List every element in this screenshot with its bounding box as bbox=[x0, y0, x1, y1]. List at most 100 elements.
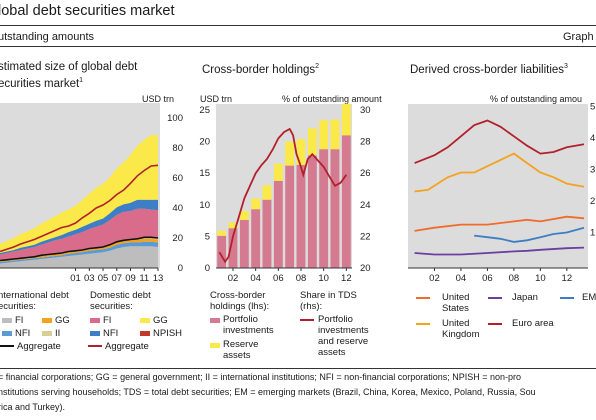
line-united-states bbox=[414, 215, 585, 232]
legend-mid-bars-title-1: Cross-border bbox=[210, 290, 266, 301]
legend-mid-lines-title: Share in TDS (rhs): bbox=[300, 290, 357, 312]
legend-us: United States bbox=[442, 292, 469, 314]
legend-portfolio: Portfolio investments bbox=[223, 314, 274, 336]
mid-y2-tick-label: 28 bbox=[360, 137, 371, 148]
left-x-tick-label: 03 bbox=[84, 273, 95, 284]
line-aggregate-domestic bbox=[0, 164, 159, 253]
legend-intl-fi-swatch bbox=[2, 318, 12, 323]
legend-reserve-1: Reserve bbox=[223, 339, 259, 350]
line-euro-area bbox=[414, 119, 585, 164]
legend-mid-bars-title: Cross-border holdings (lhs): bbox=[210, 290, 269, 312]
area-domestic-gg bbox=[0, 135, 158, 253]
mid-y-tick-label: 5 bbox=[205, 231, 210, 242]
legend-intl-gg: GG bbox=[55, 315, 70, 326]
legend-intl-ii-swatch bbox=[42, 331, 52, 336]
line-share-in-tds bbox=[218, 127, 348, 264]
area-domestic-fi bbox=[0, 208, 158, 261]
footnote-line-1: = financial corporations; GG = general g… bbox=[0, 372, 522, 382]
left-panel-title-line1: stimated size of global debt bbox=[0, 61, 138, 73]
legend-reserve-2: assets bbox=[223, 350, 251, 361]
area-international-nfi bbox=[0, 241, 158, 264]
mid-x-tick-label: 02 bbox=[228, 273, 239, 284]
mid-unit-right: % of outstanding amount bbox=[282, 94, 382, 104]
mid-y2-tick-label: 24 bbox=[360, 200, 371, 211]
left-y-tick-label: 100 bbox=[167, 113, 183, 124]
area-international-fi bbox=[0, 246, 158, 268]
mid-x-tick-label: 06 bbox=[273, 273, 284, 284]
right-x-tick-label: 04 bbox=[456, 273, 467, 284]
mid-x-tick-label: 10 bbox=[318, 273, 329, 284]
bar-reserve bbox=[228, 222, 238, 229]
left-y-tick-label: 40 bbox=[172, 203, 183, 214]
mid-y-tick-label: 20 bbox=[199, 137, 210, 148]
mid-panel-note: 2 bbox=[315, 63, 320, 70]
right-y-tick-label: 5 bbox=[590, 101, 595, 112]
bar-reserve bbox=[262, 185, 272, 200]
line-aggregate-international bbox=[0, 236, 159, 262]
right-x-tick-label: 02 bbox=[429, 273, 440, 284]
legend-japan: Japan bbox=[512, 292, 538, 303]
legend-intl-title-2: ecurities: bbox=[0, 301, 37, 312]
legend-dom-title-2: securities: bbox=[90, 301, 133, 312]
mid-y2-tick-label: 30 bbox=[360, 105, 371, 116]
legend-em-line bbox=[560, 297, 574, 299]
left-panel-note: 1 bbox=[79, 77, 84, 84]
legend-dom-fi: FI bbox=[103, 315, 112, 326]
bar-portfolio bbox=[341, 135, 351, 268]
right-y-tick-label: 4 bbox=[590, 133, 595, 144]
footnote-line-3: rica and Turkey). bbox=[0, 402, 66, 412]
legend-dom-nfi: NFI bbox=[103, 328, 119, 339]
right-y-tick-label: 1 bbox=[590, 227, 595, 238]
legend-dom-aggregate-line bbox=[88, 345, 102, 347]
legend-uk: United Kingdom bbox=[442, 318, 480, 340]
left-x-tick-label: 05 bbox=[98, 273, 109, 284]
legend-em: EM bbox=[582, 292, 596, 303]
legend-intl-fi: FI bbox=[15, 315, 24, 326]
bar-reserve bbox=[285, 141, 295, 166]
legend-share-2: investments bbox=[318, 325, 369, 336]
legend-intl-title: nternational debt ecurities: bbox=[0, 290, 69, 312]
left-panel-title: stimated size of global debt ecurities m… bbox=[0, 60, 137, 91]
bar-reserve bbox=[307, 128, 317, 156]
bar-portfolio bbox=[319, 149, 329, 268]
legend-dom-gg-swatch bbox=[140, 318, 150, 323]
mid-x-tick-label: 12 bbox=[341, 273, 352, 284]
legend-dom-aggregate: Aggregate bbox=[105, 341, 149, 352]
mid-x-tick-label: 08 bbox=[296, 273, 307, 284]
mid-y2-tick-label: 26 bbox=[360, 168, 371, 179]
legend-intl-title-1: nternational debt bbox=[0, 290, 69, 301]
bar-portfolio bbox=[296, 165, 306, 268]
legend-us-line bbox=[416, 297, 430, 299]
left-x-tick-label: 13 bbox=[153, 273, 164, 284]
legend-dom-title: Domestic debt securities: bbox=[90, 290, 151, 312]
left-x-tick-label: 09 bbox=[125, 273, 136, 284]
legend-mid-lines-title-1: Share in TDS bbox=[300, 290, 357, 301]
footnote: = financial corporations; GG = general g… bbox=[0, 370, 596, 415]
mid-y-tick-label: 25 bbox=[199, 105, 210, 116]
bar-reserve bbox=[296, 139, 306, 165]
area-international-gg bbox=[0, 238, 158, 262]
legend-dom-gg: GG bbox=[153, 315, 168, 326]
right-unit: % of outstanding amou bbox=[490, 94, 583, 104]
bar-portfolio bbox=[262, 199, 272, 268]
bar-reserve bbox=[319, 120, 329, 150]
legend-intl-aggregate-line bbox=[0, 345, 14, 347]
page-subtitle: utstanding amounts bbox=[0, 31, 95, 43]
legend-intl-nfi-swatch bbox=[2, 331, 12, 336]
bar-reserve bbox=[341, 103, 351, 136]
legend-euro: Euro area bbox=[512, 318, 554, 329]
left-y-tick-label: 20 bbox=[172, 233, 183, 244]
right-plot-background bbox=[408, 104, 588, 268]
mid-x-tick-label: 04 bbox=[250, 273, 261, 284]
right-x-tick-label: 06 bbox=[482, 273, 493, 284]
bar-portfolio bbox=[239, 220, 249, 268]
legend-share: Portfolio investments and reserve assets bbox=[318, 314, 369, 358]
left-x-tick-label: 07 bbox=[111, 273, 122, 284]
graph-label: Graph bbox=[563, 31, 594, 43]
legend-uk-1: United bbox=[442, 318, 470, 329]
legend-dom-nfi-swatch bbox=[90, 331, 100, 336]
legend-portfolio-swatch bbox=[210, 318, 220, 323]
right-panel-title-text: Derived cross-border liabilities bbox=[410, 63, 565, 76]
